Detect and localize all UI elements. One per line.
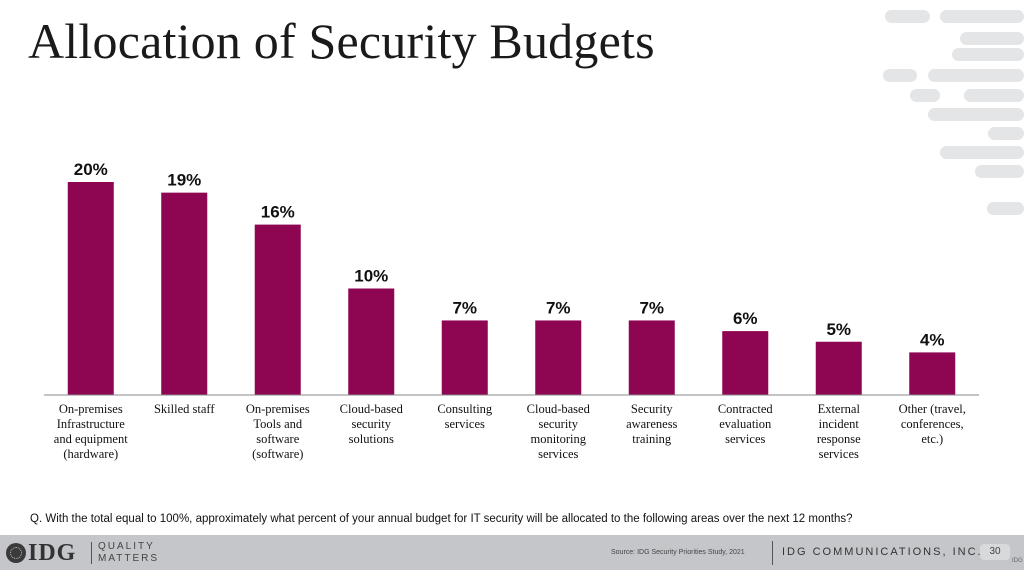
data-label: 5% xyxy=(826,320,851,339)
decorative-line xyxy=(883,69,917,82)
category-label: services xyxy=(819,447,859,461)
category-label: Skilled staff xyxy=(154,402,215,416)
idg-logo: IDG xyxy=(28,540,77,566)
category-label: incident xyxy=(819,417,860,431)
category-label: conferences, xyxy=(901,417,964,431)
footer-divider xyxy=(772,541,773,565)
category-label: software xyxy=(256,432,299,446)
category-label: services xyxy=(725,432,765,446)
source-note: Source: IDG Security Priorities Study, 2… xyxy=(611,549,745,556)
data-label: 7% xyxy=(546,298,571,317)
bar xyxy=(535,320,582,395)
category-label: training xyxy=(632,432,672,446)
bar xyxy=(348,288,395,395)
category-label: Tools and xyxy=(253,417,303,431)
category-label: solutions xyxy=(349,432,394,446)
data-label: 7% xyxy=(639,298,664,317)
globe-icon xyxy=(6,543,26,563)
category-label: security xyxy=(538,417,578,431)
category-label: and equipment xyxy=(54,432,128,446)
data-label: 20% xyxy=(74,160,108,179)
bar xyxy=(628,320,675,395)
category-label: Cloud-based xyxy=(527,402,591,416)
category-label: Consulting xyxy=(437,402,493,416)
tagline: QUALITY MATTERS xyxy=(98,541,159,565)
survey-question: Q. With the total equal to 100%, approxi… xyxy=(30,513,853,525)
decorative-line xyxy=(975,165,1024,178)
bar xyxy=(441,320,488,395)
decorative-line xyxy=(940,146,1024,159)
decorative-line xyxy=(885,10,930,23)
page-number: 30 xyxy=(980,544,1010,560)
category-label: etc.) xyxy=(921,432,943,446)
data-label: 4% xyxy=(920,330,945,349)
footer-bar: IDG QUALITY MATTERS Source: IDG Security… xyxy=(0,535,1024,570)
category-label: Other (travel, xyxy=(899,402,966,416)
category-label: Security xyxy=(631,402,673,416)
category-label: monitoring xyxy=(530,432,586,446)
bar xyxy=(161,192,208,395)
decorative-line xyxy=(964,89,1024,102)
tagline-line: MATTERS xyxy=(98,553,160,564)
category-label: (software) xyxy=(252,447,303,461)
bar xyxy=(909,352,956,395)
decorative-line xyxy=(987,202,1024,215)
data-label: 19% xyxy=(167,171,201,190)
decorative-line xyxy=(952,48,1024,61)
category-label: Contracted xyxy=(718,402,774,416)
slide-title: Allocation of Security Budgets xyxy=(28,13,655,69)
category-label: security xyxy=(351,417,391,431)
category-label: Cloud-based xyxy=(340,402,404,416)
category-label: services xyxy=(538,447,578,461)
category-label: Infrastructure xyxy=(57,417,125,431)
decorative-line xyxy=(960,32,1024,45)
bar xyxy=(815,341,862,395)
tagline-line: QUALITY xyxy=(98,541,155,552)
category-label: On-premises xyxy=(246,402,310,416)
data-label: 16% xyxy=(261,203,295,222)
decorative-line xyxy=(940,10,1024,23)
bar xyxy=(254,224,301,395)
category-label: awareness xyxy=(626,417,677,431)
category-label: External xyxy=(818,402,861,416)
logo-divider xyxy=(91,542,92,564)
category-label: evaluation xyxy=(719,417,772,431)
category-label: On-premises xyxy=(59,402,123,416)
company-name: IDG COMMUNICATIONS, INC. xyxy=(782,546,983,558)
bar xyxy=(722,331,769,395)
category-label: response xyxy=(817,432,861,446)
decorative-line xyxy=(928,69,1024,82)
decorative-line xyxy=(988,127,1024,140)
category-label: services xyxy=(445,417,485,431)
corner-mark: IDG xyxy=(1012,558,1023,564)
decorative-line xyxy=(910,89,940,102)
data-label: 7% xyxy=(452,298,477,317)
data-label: 6% xyxy=(733,309,758,328)
decorative-line xyxy=(928,108,1024,121)
category-label: (hardware) xyxy=(63,447,118,461)
bar xyxy=(67,182,114,395)
data-label: 10% xyxy=(354,267,388,286)
